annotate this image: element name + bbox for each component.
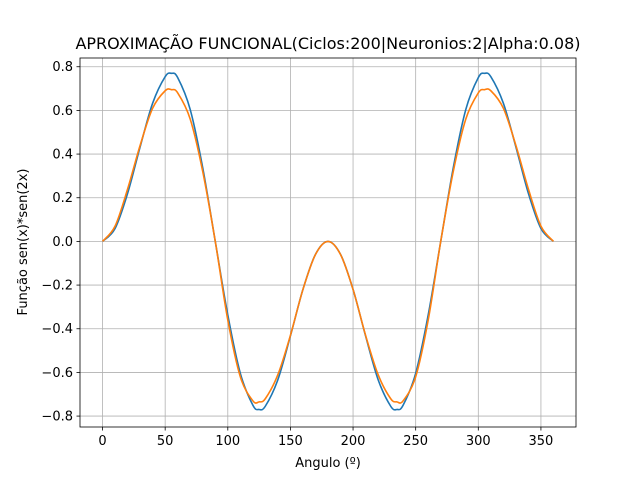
x-tick-label: 0 xyxy=(98,434,106,449)
y-tick-label: 0.4 xyxy=(52,148,73,163)
x-tick-label: 100 xyxy=(215,434,240,449)
y-tick-label: −0.4 xyxy=(41,322,73,337)
y-tick-label: 0.2 xyxy=(52,191,73,206)
x-tick-label: 200 xyxy=(341,434,366,449)
y-tick-label: 0.8 xyxy=(52,60,73,75)
chart-title: APROXIMAÇÃO FUNCIONAL(Ciclos:200|Neuroni… xyxy=(75,34,580,53)
series-line-2 xyxy=(101,88,555,404)
y-tick-label: −0.8 xyxy=(41,410,73,425)
plot-area xyxy=(101,72,555,411)
x-tick-label: 50 xyxy=(157,434,174,449)
x-tick-label: 250 xyxy=(403,434,428,449)
x-axis-label: Angulo (º) xyxy=(295,456,361,471)
y-tick-label: 0.6 xyxy=(52,104,73,119)
x-tick-label: 150 xyxy=(278,434,303,449)
x-tick-label: 300 xyxy=(466,434,491,449)
grid xyxy=(80,58,576,427)
y-tick-label: −0.2 xyxy=(41,279,73,294)
y-tick-label: −0.6 xyxy=(41,366,73,381)
y-tick-label: 0.0 xyxy=(52,235,73,250)
y-axis-label: Função sen(x)*sen(2x) xyxy=(16,169,31,316)
plot-frame xyxy=(79,57,577,428)
x-tick-label: 350 xyxy=(529,434,554,449)
axes: 0 50 100 150 200 250 300 350 −0.8 −0.6 −0.4 −0.2 0.0… xyxy=(41,60,553,449)
